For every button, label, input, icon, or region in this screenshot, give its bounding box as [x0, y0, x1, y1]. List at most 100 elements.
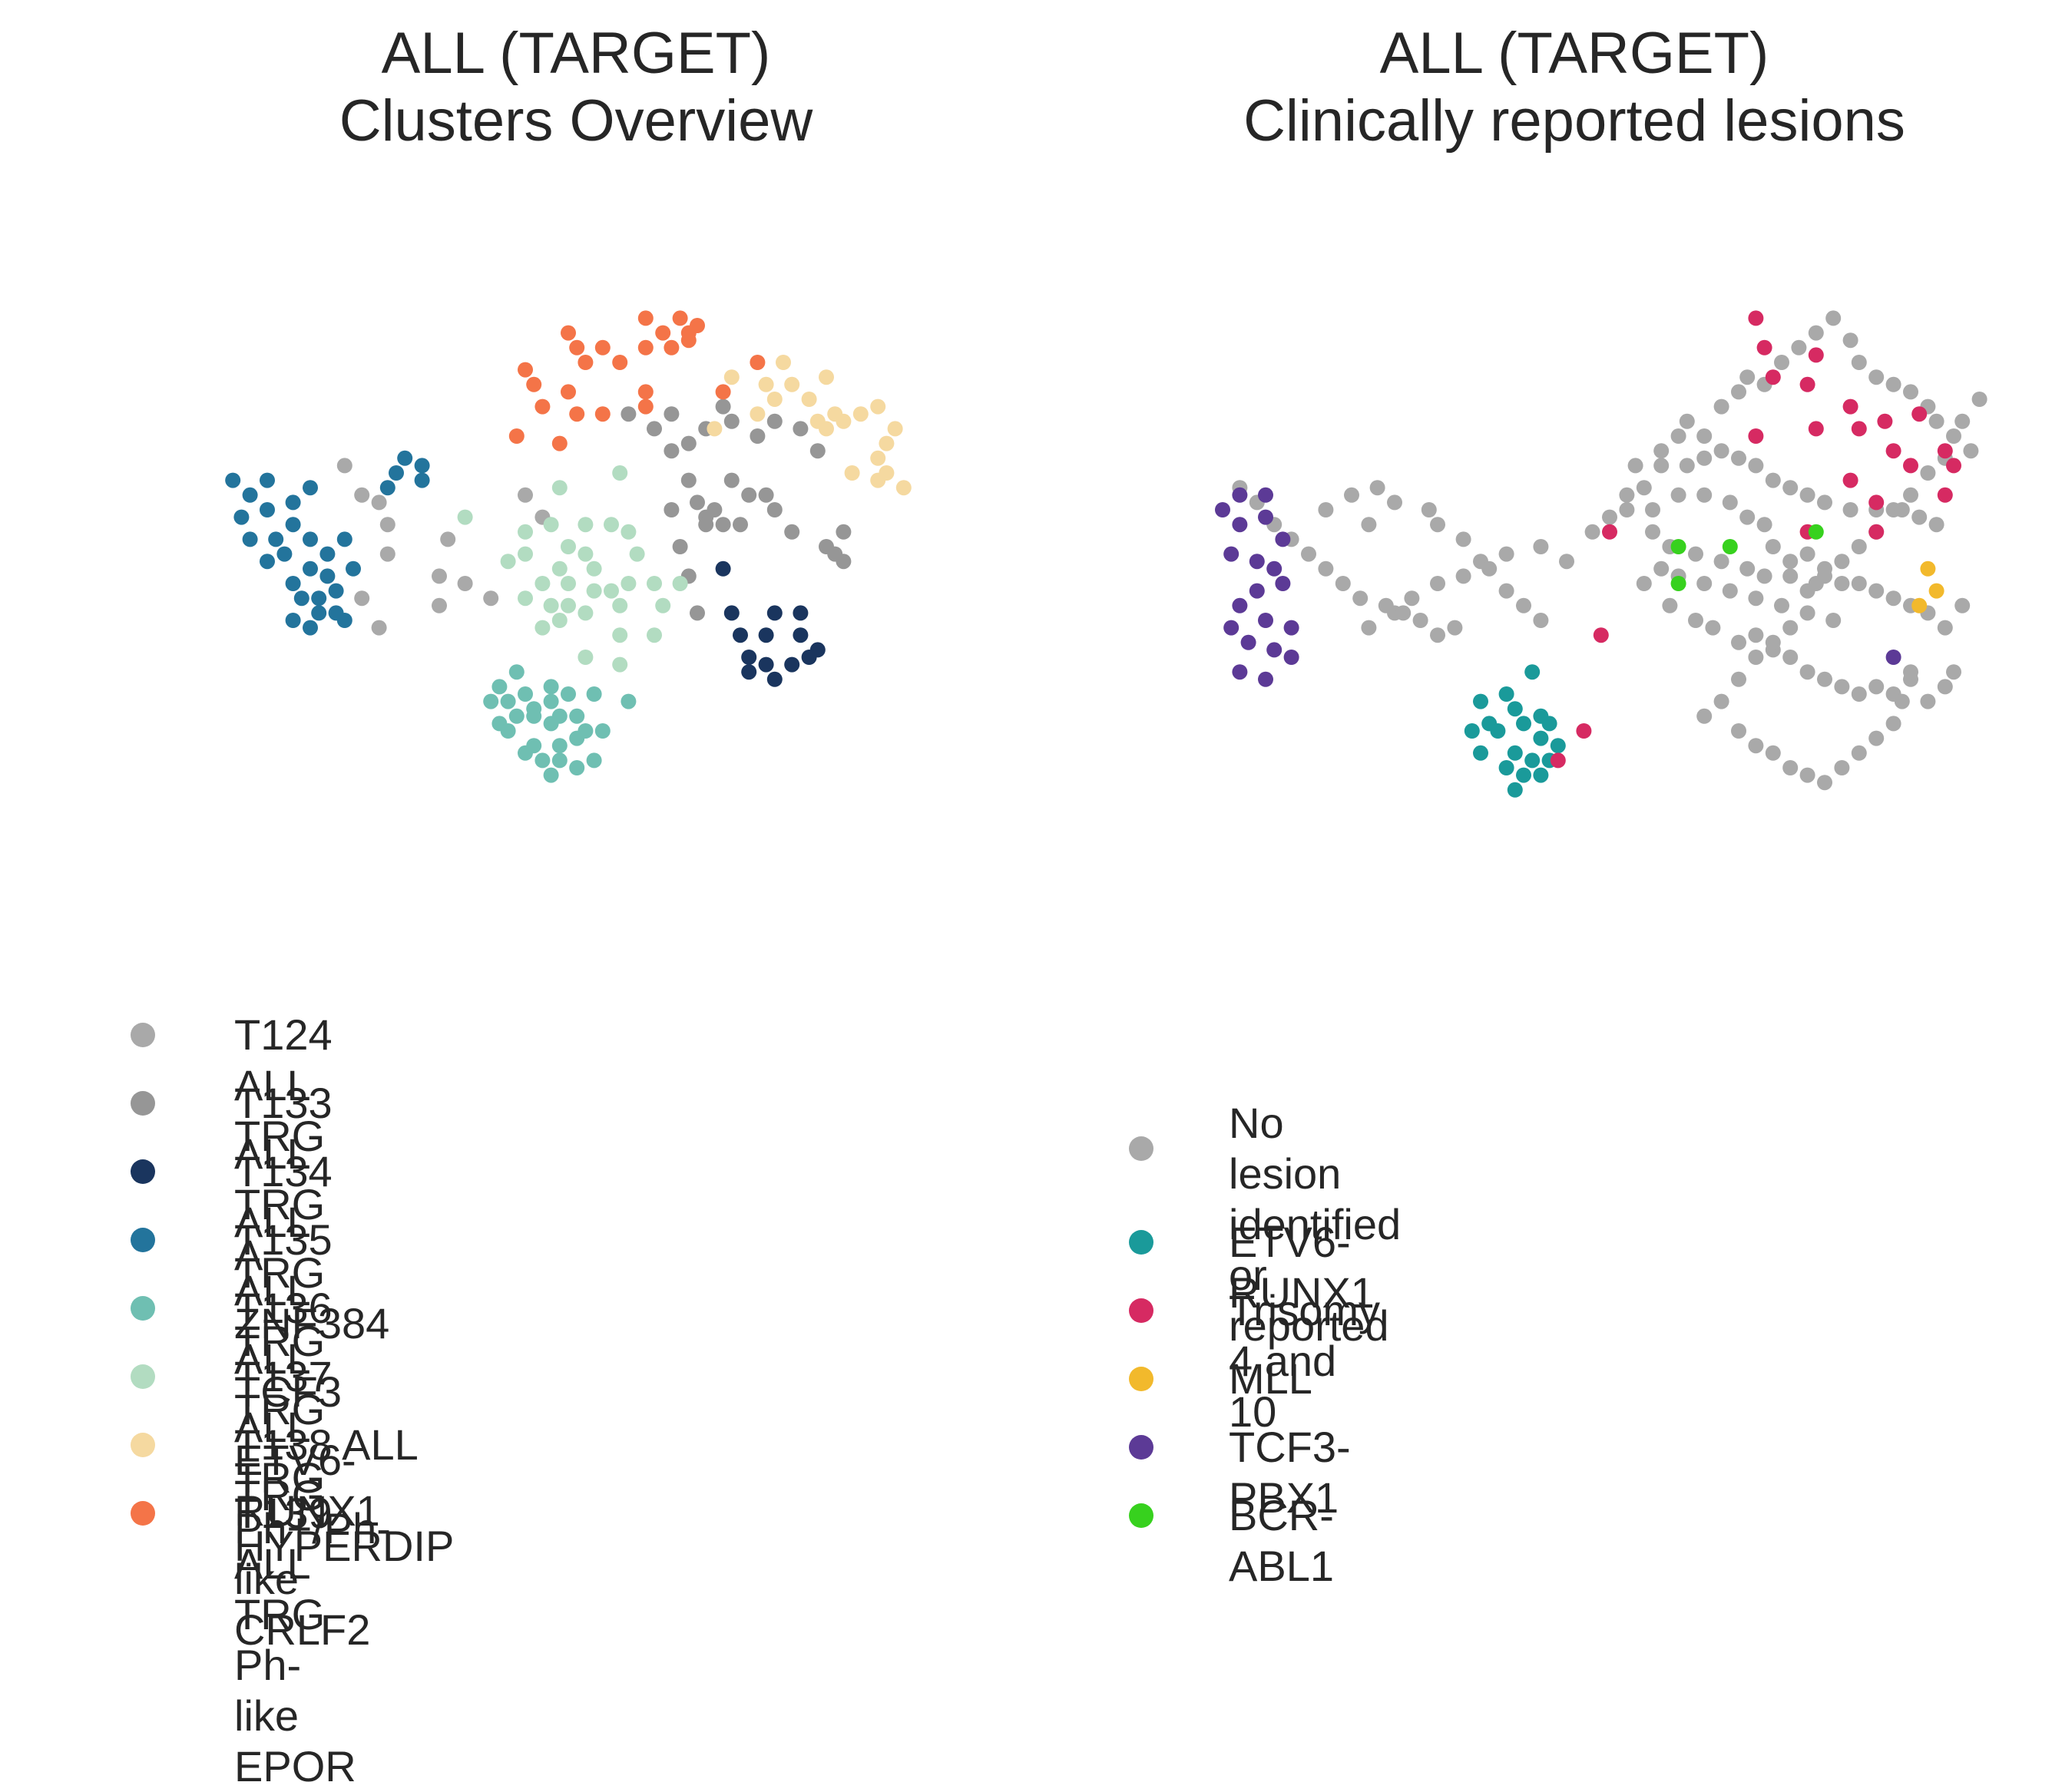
point-t133-all-trg-a-1 — [647, 421, 662, 437]
point-trisomy-4-and-10-10 — [1748, 428, 1764, 444]
point-no-lesion-identified-or-reported-62 — [1799, 664, 1815, 680]
point-tcf3-pbx1-10 — [1249, 583, 1265, 599]
point-t137-all-trg-ph-ph-like-crlf2-17 — [586, 583, 602, 599]
point-no-lesion-identified-or-reported-148 — [1301, 546, 1316, 562]
point-t133-all-trg-a-22 — [766, 502, 783, 517]
point-tcf3-pbx1-0 — [1232, 487, 1248, 503]
point-t138-all-trg-hyperdip-12 — [819, 421, 834, 437]
point-t138-all-trg-hyperdip-4 — [819, 369, 834, 385]
point-t139-all-trg-ph-like-epor-11 — [750, 355, 766, 370]
point-t135-all-trg-tcf3-22 — [414, 458, 430, 474]
point-no-lesion-identified-or-reported-23 — [1799, 546, 1815, 562]
point-trisomy-4-and-10-15 — [1842, 472, 1858, 488]
point-bcr-abl1-2 — [1670, 576, 1686, 591]
point-etv6-runx1-10 — [1533, 730, 1549, 746]
point-no-lesion-identified-or-reported-9 — [1498, 546, 1514, 562]
point-t124-all-trg-6 — [432, 568, 447, 584]
point-no-lesion-identified-or-reported-34 — [1653, 443, 1670, 459]
point-t133-all-trg-a-8 — [766, 413, 783, 429]
point-t135-all-trg-tcf3-21 — [397, 450, 413, 466]
point-t134-all-trg-znf384-13 — [766, 671, 783, 687]
point-t134-all-trg-znf384-5 — [758, 627, 774, 643]
point-t137-all-trg-ph-ph-like-crlf2-6 — [604, 517, 619, 533]
point-t139-all-trg-ph-like-epor-7 — [594, 339, 611, 355]
point-no-lesion-identified-or-reported-31 — [1937, 620, 1953, 636]
legend-label-t134-all-trg-znf384: T134 ALL TRG ZNF384 — [234, 1147, 390, 1347]
point-no-lesion-identified-or-reported-132 — [1756, 568, 1772, 584]
point-no-lesion-identified-or-reported-82 — [1748, 738, 1764, 754]
point-trisomy-4-and-10-22 — [1550, 752, 1566, 769]
right-chart-title: ALL (TARGET) Clinically reported lesions — [1152, 20, 1997, 155]
point-t137-all-trg-ph-ph-like-crlf2-22 — [518, 590, 533, 607]
point-t135-all-trg-tcf3-0 — [225, 472, 241, 488]
legend-label-bcr-abl1: BCR-ABL1 — [1229, 1491, 1334, 1590]
point-t133-all-trg-a-25 — [809, 443, 826, 459]
point-t138-all-trg-hyperdip-9 — [870, 398, 886, 415]
point-t137-all-trg-ph-ph-like-crlf2-18 — [604, 583, 619, 599]
point-no-lesion-identified-or-reported-43 — [1791, 339, 1807, 355]
point-t135-all-trg-tcf3-19 — [379, 480, 396, 496]
point-t137-all-trg-ph-ph-like-crlf2-24 — [561, 597, 576, 613]
point-tcf3-pbx1-1 — [1258, 487, 1273, 503]
point-etv6-runx1-3 — [1507, 701, 1523, 717]
point-t139-all-trg-ph-like-epor-5 — [561, 325, 576, 341]
point-t124-all-trg-12 — [518, 487, 533, 503]
point-no-lesion-identified-or-reported-138 — [1430, 576, 1445, 591]
clusters-scatter-plot — [225, 310, 912, 783]
point-t137-all-trg-ph-ph-like-crlf2-26 — [612, 597, 628, 613]
point-no-lesion-identified-or-reported-79 — [1799, 605, 1815, 621]
point-t124-all-trg-5 — [440, 531, 456, 547]
point-no-lesion-identified-or-reported-28 — [1885, 590, 1901, 607]
point-t137-all-trg-ph-ph-like-crlf2-2 — [457, 509, 473, 525]
legend-marker-mll — [1129, 1367, 1153, 1391]
point-t137-all-trg-ph-ph-like-crlf2-8 — [561, 539, 576, 554]
point-trisomy-4-and-10-9 — [1851, 421, 1867, 437]
point-t134-all-trg-znf384-6 — [793, 627, 809, 643]
point-t133-all-trg-a-29 — [819, 539, 834, 554]
point-t138-all-trg-hyperdip-1 — [723, 369, 740, 385]
point-no-lesion-identified-or-reported-139 — [1455, 568, 1471, 584]
point-no-lesion-identified-or-reported-44 — [1808, 325, 1824, 341]
point-t139-all-trg-ph-like-epor-22 — [637, 398, 654, 415]
legend-label-mll: MLL — [1229, 1354, 1312, 1403]
point-no-lesion-identified-or-reported-133 — [1782, 568, 1799, 584]
point-no-lesion-identified-or-reported-140 — [1481, 560, 1498, 577]
series-t138-all-trg-hyperdip — [707, 355, 912, 496]
point-no-lesion-identified-or-reported-97 — [1765, 634, 1781, 650]
point-no-lesion-identified-or-reported-7 — [1455, 531, 1471, 547]
point-tcf3-pbx1-5 — [1275, 531, 1291, 547]
legend-marker-etv6-runx1 — [1129, 1230, 1153, 1255]
point-t135-all-trg-tcf3-5 — [242, 531, 258, 547]
point-t136-all-trg-etv6-runx1-8 — [561, 686, 576, 702]
point-mll-0 — [1920, 560, 1936, 577]
point-no-lesion-identified-or-reported-121 — [1817, 494, 1832, 511]
point-no-lesion-identified-or-reported-38 — [1713, 398, 1729, 415]
left-title-line2: Clusters Overview — [339, 88, 813, 154]
point-t138-all-trg-hyperdip-21 — [895, 480, 912, 496]
point-t137-all-trg-ph-ph-like-crlf2-12 — [586, 560, 602, 577]
point-t136-all-trg-etv6-runx1-0 — [508, 664, 525, 680]
point-t139-all-trg-ph-like-epor-21 — [594, 406, 611, 422]
legend-label-t138-all-trg-hyperdip: T138 ALL TRG HYPERDIP — [234, 1420, 455, 1570]
point-no-lesion-identified-or-reported-119 — [1782, 480, 1799, 496]
point-t138-all-trg-hyperdip-20 — [870, 472, 886, 488]
point-trisomy-4-and-10-6 — [1877, 413, 1893, 429]
point-t139-all-trg-ph-like-epor-6 — [569, 339, 585, 355]
point-no-lesion-identified-or-reported-114 — [1696, 450, 1713, 466]
point-no-lesion-identified-or-reported-6 — [1430, 517, 1445, 533]
point-etv6-runx1-1 — [1498, 686, 1514, 702]
point-etv6-runx1-6 — [1516, 716, 1531, 732]
right-title-line2: Clinically reported lesions — [1243, 88, 1905, 154]
point-no-lesion-identified-or-reported-33 — [1627, 458, 1643, 474]
point-no-lesion-identified-or-reported-85 — [1799, 767, 1815, 783]
left-chart-title: ALL (TARGET) Clusters Overview — [230, 20, 922, 155]
point-t135-all-trg-tcf3-24 — [311, 590, 327, 607]
point-t139-all-trg-ph-like-epor-14 — [612, 355, 628, 370]
point-tcf3-pbx1-6 — [1223, 546, 1239, 562]
point-no-lesion-identified-or-reported-21 — [1765, 539, 1781, 554]
point-no-lesion-identified-or-reported-90 — [1885, 716, 1901, 732]
point-t133-all-trg-a-28 — [836, 554, 852, 570]
point-trisomy-4-and-10-23 — [1576, 723, 1592, 739]
point-no-lesion-identified-or-reported-131 — [1739, 560, 1756, 577]
legend-marker-t134-all-trg-znf384 — [131, 1159, 155, 1184]
